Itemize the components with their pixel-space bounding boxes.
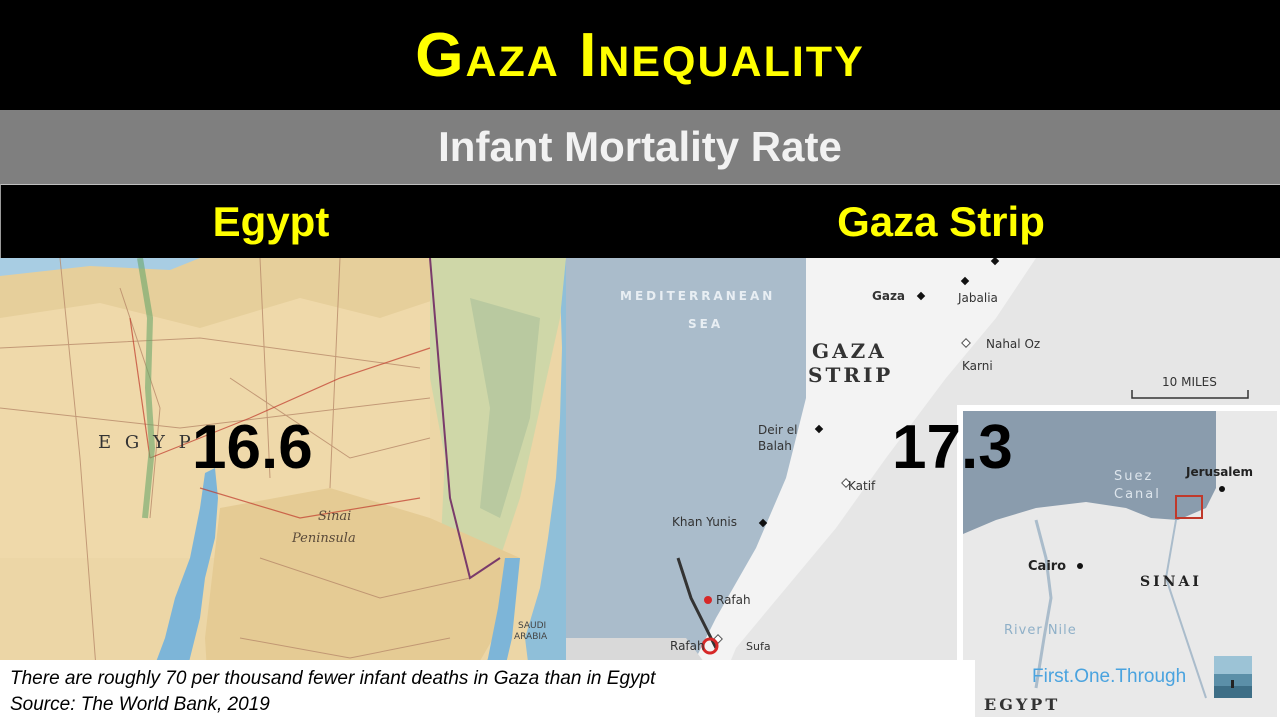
gaza-map-graphic: MEDITERRANEAN SEA GAZA STRIP Gaza Jabali… xyxy=(566,258,1280,720)
scale-label: 10 MILES xyxy=(1162,375,1217,389)
peninsula-label: Peninsula xyxy=(291,531,356,546)
gaza-city-label: Gaza xyxy=(872,289,905,303)
gaza-region-label-1: GAZA xyxy=(812,339,887,363)
jabalia-label: Jabalia xyxy=(957,291,998,305)
sea-label-1: MEDITERRANEAN xyxy=(620,289,775,303)
sufa-label: Sufa xyxy=(746,640,771,653)
deir-label-1: Deir el xyxy=(758,423,797,437)
gaza-map: MEDITERRANEAN SEA GAZA STRIP Gaza Jabali… xyxy=(566,258,1280,720)
caption-box: There are roughly 70 per thousand fewer … xyxy=(0,660,975,720)
arabia-label: ARABIA xyxy=(514,632,548,642)
column-header-row: Egypt Gaza Strip xyxy=(0,184,1280,258)
inset-suez-label-1: Suez xyxy=(1114,469,1153,484)
caption-source: Source: The World Bank, 2019 xyxy=(10,694,270,715)
caption-line-1: There are roughly 70 per thousand fewer … xyxy=(10,668,656,689)
inset-egypt-label: EGYPT xyxy=(984,695,1060,714)
sinai-label: Sinai xyxy=(318,509,351,524)
rafah-label-2: Rafah xyxy=(670,639,705,653)
egypt-country-label: E G Y P xyxy=(98,432,195,453)
egypt-mortality-value: 16.6 xyxy=(192,413,313,482)
egypt-map: E G Y P Sinai Peninsula SAUDI ARABIA xyxy=(0,258,566,720)
slide-title: Gaza Inequality xyxy=(415,20,865,90)
inset-sinai-label: SINAI xyxy=(1140,574,1202,590)
karni-label: Karni xyxy=(962,359,993,373)
slide-subtitle: Infant Mortality Rate xyxy=(438,123,842,170)
egypt-map-graphic: E G Y P Sinai Peninsula SAUDI ARABIA xyxy=(0,258,566,720)
brand-label: First.One.Through xyxy=(1032,666,1187,687)
inset-jerusalem-label: Jerusalem xyxy=(1185,465,1253,479)
inset-suez-label-2: Canal xyxy=(1114,487,1161,502)
gaza-mortality-value: 17.3 xyxy=(892,413,1013,482)
title-bar: Gaza Inequality xyxy=(0,0,1280,110)
rafah-label-1: Rafah xyxy=(716,593,751,607)
saudi-label: SAUDI xyxy=(518,621,546,631)
inset-nile-label: River Nile xyxy=(1004,623,1077,638)
gaza-column-label: Gaza Strip xyxy=(837,198,1045,245)
gaza-region-label-2: STRIP xyxy=(808,363,893,387)
khan-yunis-label: Khan Yunis xyxy=(672,515,737,529)
inset-cairo-label: Cairo xyxy=(1028,559,1066,574)
sea-label-2: SEA xyxy=(688,317,723,331)
deir-label-2: Balah xyxy=(758,439,792,453)
nahal-oz-label: Nahal Oz xyxy=(986,337,1040,351)
egypt-column-label: Egypt xyxy=(212,198,330,245)
subtitle-bar: Infant Mortality Rate xyxy=(0,110,1280,184)
brand-logo-icon xyxy=(1214,656,1252,698)
katif-label: Katif xyxy=(848,479,876,493)
